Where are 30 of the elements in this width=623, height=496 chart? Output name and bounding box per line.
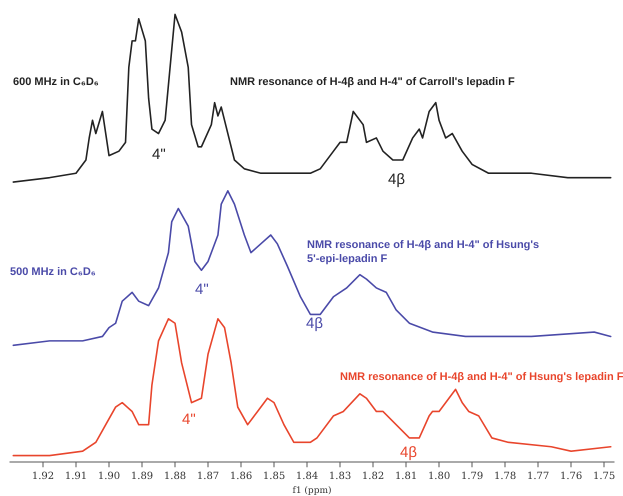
x-tick-label: 1.76 xyxy=(560,470,582,482)
x-tick-label: 1.84 xyxy=(296,470,318,482)
x-tick-label: 1.82 xyxy=(362,470,384,482)
x-axis-title: f1 (ppm) xyxy=(292,486,332,496)
x-tick-label: 1.86 xyxy=(230,470,252,482)
annotation: 500 MHz in C₆D₆ xyxy=(10,266,96,278)
annotation: NMR resonance of H-4β and H-4" of Carroll's lepadin F xyxy=(230,76,515,88)
annotation: 4" xyxy=(152,146,166,164)
annotation: 600 MHz in C₆D₆ xyxy=(13,76,99,88)
x-tick-label: 1.81 xyxy=(394,470,418,482)
x-tick-label: 1.92 xyxy=(32,470,54,482)
annotation: 4β xyxy=(400,444,418,462)
x-tick-label: 1.91 xyxy=(64,470,88,482)
annotation: 4β xyxy=(306,315,324,332)
x-tick-label: 1.80 xyxy=(428,470,450,482)
x-tick-label: 1.87 xyxy=(196,470,220,482)
x-tick-label: 1.77 xyxy=(526,470,550,482)
x-tick-label: 1.79 xyxy=(460,470,484,482)
x-tick-label: 1.90 xyxy=(98,470,120,482)
x-tick-label: 1.78 xyxy=(494,470,516,482)
x-tick-label: 1.85 xyxy=(262,470,286,482)
x-tick-label: 1.89 xyxy=(130,470,154,482)
annotation: 4β xyxy=(388,171,406,188)
annotation: NMR resonance of H-4β and H-4" of Hsung's lepadin F xyxy=(340,371,623,384)
annotation: 4" xyxy=(195,281,209,298)
x-tick-label: 1.75 xyxy=(592,470,616,482)
x-tick-label: 1.88 xyxy=(164,470,186,482)
annotation: NMR resonance of H-4β and H-4" of Hsung's 5'-epi-lepadin F xyxy=(307,239,540,266)
annotation: 4" xyxy=(182,411,196,428)
x-tick-label: 1.83 xyxy=(328,470,352,482)
